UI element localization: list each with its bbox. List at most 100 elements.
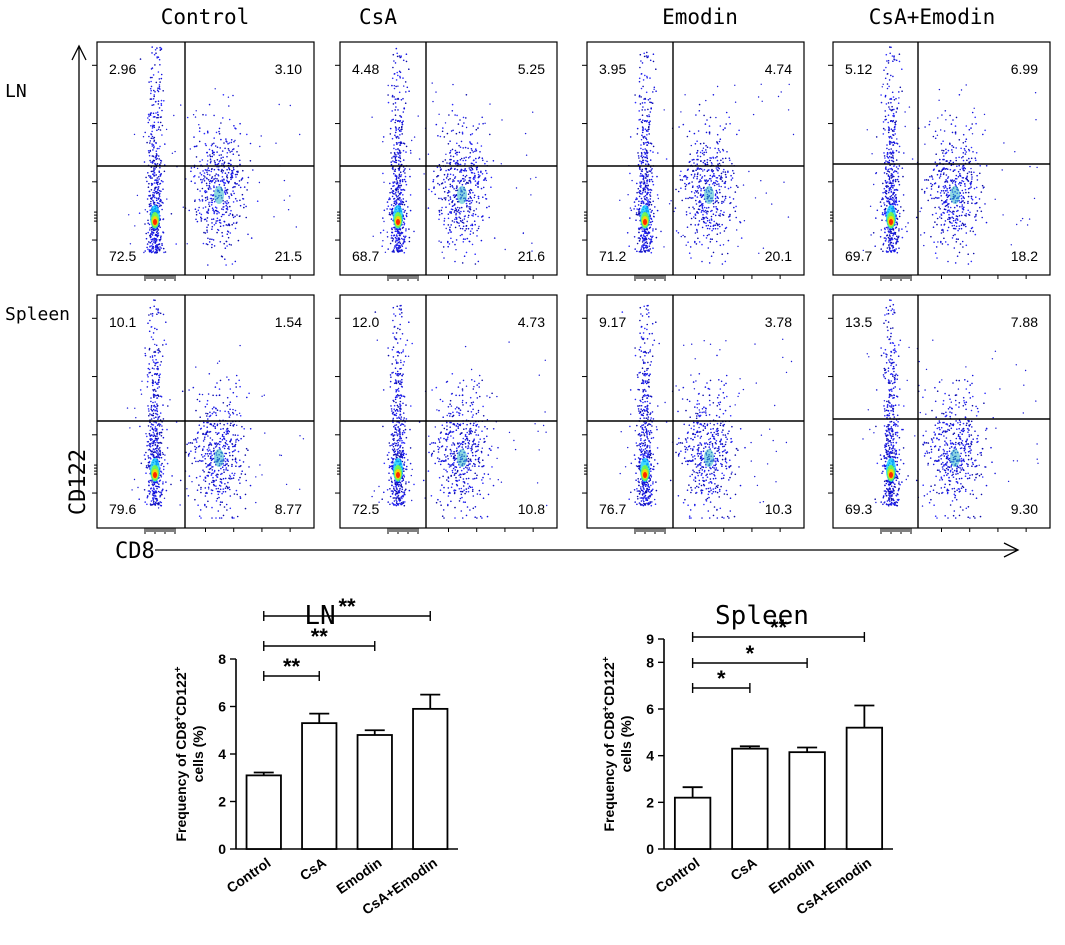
cell-dot bbox=[215, 222, 217, 224]
cell-dot bbox=[947, 192, 949, 194]
cell-dot bbox=[892, 247, 894, 249]
cell-dot bbox=[640, 205, 642, 207]
cell-dot bbox=[958, 171, 960, 173]
cell-dot bbox=[937, 117, 938, 118]
cell-dot bbox=[652, 151, 654, 153]
cell-dot bbox=[210, 162, 212, 164]
cell-dot bbox=[219, 161, 221, 163]
cell-dot bbox=[462, 228, 464, 230]
cell-dot bbox=[461, 141, 463, 143]
cell-dot bbox=[890, 199, 892, 201]
cell-dot bbox=[976, 175, 978, 177]
cell-dot bbox=[642, 241, 644, 243]
cell-dot bbox=[213, 209, 215, 211]
cell-dot bbox=[953, 235, 955, 237]
cell-dot bbox=[474, 175, 476, 177]
cell-dot bbox=[394, 170, 396, 172]
cell-dot bbox=[461, 207, 463, 209]
cell-dot bbox=[642, 114, 644, 116]
cell-dot bbox=[889, 180, 891, 182]
cell-dot bbox=[459, 182, 461, 184]
cell-dot bbox=[463, 226, 465, 228]
cell-dot bbox=[446, 162, 448, 164]
cell-dot bbox=[891, 157, 893, 159]
cell-dot bbox=[381, 245, 383, 247]
cell-dot bbox=[151, 177, 153, 179]
cell-dot bbox=[151, 227, 153, 229]
cell-dot bbox=[704, 175, 706, 177]
cell-dot bbox=[717, 177, 719, 179]
cell-dot bbox=[150, 397, 152, 399]
cell-dot bbox=[163, 469, 165, 471]
cell-dot bbox=[403, 221, 405, 223]
cell-dot bbox=[154, 187, 156, 189]
cell-dot bbox=[428, 207, 430, 209]
cell-dot bbox=[945, 110, 947, 112]
cell-dot bbox=[890, 182, 892, 184]
cell-dot bbox=[959, 182, 961, 184]
cell-dot bbox=[457, 222, 459, 224]
cell-dot bbox=[150, 491, 152, 493]
cell-dot bbox=[758, 253, 759, 254]
cell-dot bbox=[476, 169, 478, 171]
cell-dot bbox=[449, 229, 451, 231]
cell-dot bbox=[884, 204, 886, 206]
cell-dot bbox=[942, 229, 944, 231]
cell-dot bbox=[393, 227, 395, 229]
cell-dot bbox=[471, 163, 473, 165]
cell-dot bbox=[903, 210, 905, 212]
cell-dot bbox=[407, 87, 409, 89]
cell-dot bbox=[226, 241, 228, 243]
cell-dot bbox=[964, 148, 966, 150]
cell-dot bbox=[466, 221, 468, 223]
cell-dot bbox=[715, 198, 717, 200]
cell-dot bbox=[639, 190, 641, 192]
cell-dot bbox=[888, 157, 890, 159]
cell-dot bbox=[397, 199, 399, 201]
cell-dot bbox=[391, 209, 393, 211]
cell-dot bbox=[685, 188, 687, 190]
cell-dot bbox=[666, 158, 668, 160]
cell-dot bbox=[888, 230, 890, 232]
cell-dot bbox=[443, 257, 445, 259]
cell-dot bbox=[938, 100, 939, 101]
cell-dot bbox=[936, 257, 938, 259]
cell-dot bbox=[650, 60, 652, 62]
cell-dot bbox=[154, 116, 156, 118]
cell-dot bbox=[944, 192, 946, 194]
cell-dot bbox=[235, 174, 237, 176]
cell-dot bbox=[157, 177, 159, 179]
cell-dot bbox=[936, 165, 938, 167]
cell-dot bbox=[153, 424, 155, 426]
cell-dot bbox=[744, 220, 745, 221]
cell-dot bbox=[438, 219, 440, 221]
cell-dot bbox=[143, 136, 144, 137]
cell-dot bbox=[475, 162, 477, 164]
cell-dot bbox=[946, 160, 948, 162]
cell-dot bbox=[406, 213, 408, 215]
cell-dot bbox=[235, 176, 237, 178]
cell-dot bbox=[211, 222, 213, 224]
cell-dot bbox=[457, 160, 459, 162]
cell-dot bbox=[402, 202, 404, 204]
cell-dot bbox=[947, 168, 949, 170]
cell-dot bbox=[204, 180, 206, 182]
cell-dot bbox=[462, 160, 464, 162]
cell-dot bbox=[213, 152, 215, 154]
cell-dot bbox=[456, 133, 458, 135]
cell-dot bbox=[943, 155, 945, 157]
cell-dot bbox=[645, 128, 647, 130]
cell-dot bbox=[156, 197, 158, 199]
cell-dot bbox=[470, 209, 472, 211]
cell-dot bbox=[713, 203, 715, 205]
cell-dot bbox=[433, 187, 435, 189]
cell-dot bbox=[645, 177, 647, 179]
cell-dot bbox=[389, 212, 391, 214]
cell-dot bbox=[955, 125, 957, 127]
cell-dot bbox=[153, 116, 155, 118]
cell-dot bbox=[892, 76, 894, 78]
cell-dot bbox=[463, 241, 465, 243]
cell-dot bbox=[403, 211, 405, 213]
cell-dot bbox=[203, 232, 205, 234]
cell-dot bbox=[161, 442, 163, 444]
